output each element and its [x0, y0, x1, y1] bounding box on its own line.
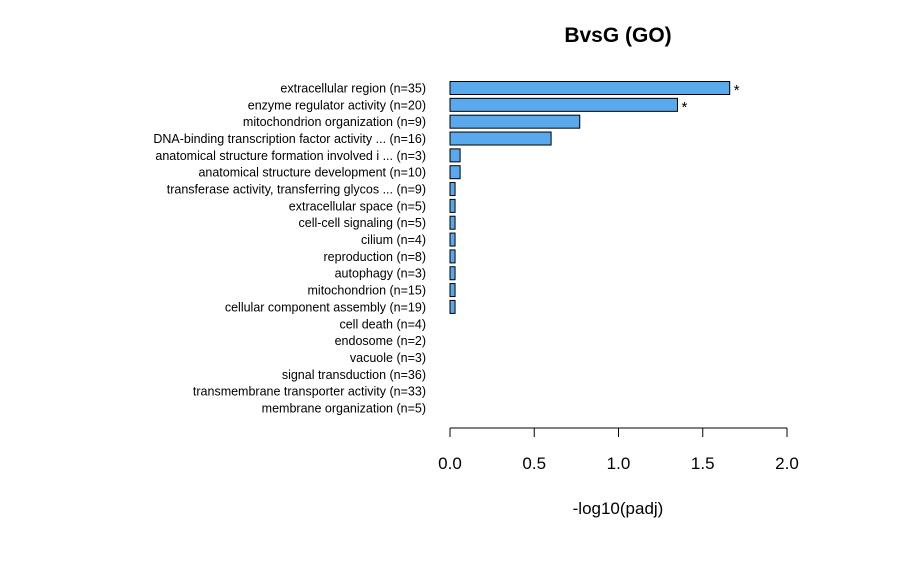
bar [449, 165, 461, 180]
bar [449, 182, 456, 197]
x-tick-label: 1.0 [607, 454, 631, 473]
category-label: anatomical structure formation involved … [155, 149, 426, 163]
category-label: DNA-binding transcription factor activit… [153, 132, 426, 146]
bar [449, 81, 731, 95]
bar [449, 97, 678, 112]
category-label: extracellular region (n=35) [280, 82, 426, 96]
category-label: anatomical structure development (n=10) [198, 166, 426, 180]
x-tick-label: 2.0 [775, 454, 799, 473]
category-label: mitochondrion (n=15) [308, 284, 426, 298]
category-label: cilium (n=4) [361, 233, 426, 247]
category-label: transmembrane transporter activity (n=33… [193, 385, 426, 399]
bar [449, 266, 456, 281]
category-label: cellular component assembly (n=19) [225, 300, 426, 314]
category-label: reproduction (n=8) [324, 250, 427, 264]
category-label: endosome (n=2) [335, 334, 426, 348]
category-label: transferase activity, transferring glyco… [167, 183, 426, 197]
category-label: autophagy (n=3) [335, 267, 426, 281]
bar [449, 215, 456, 230]
chart-title: BvsG (GO) [564, 24, 671, 47]
x-axis: 0.0 0.5 1.0 1.5 2.0 [438, 427, 799, 473]
bars-layer: ** [449, 81, 740, 314]
category-label: enzyme regulator activity (n=20) [248, 98, 426, 112]
x-axis-title: -log10(padj) [573, 499, 664, 518]
significance-marker: * [734, 82, 740, 99]
bar [449, 283, 456, 298]
bar [449, 148, 461, 163]
x-tick-label: 0.5 [522, 454, 546, 473]
significance-marker: * [681, 99, 687, 116]
bar [449, 114, 581, 129]
bar [449, 198, 456, 213]
bar [449, 249, 456, 264]
category-labels: extracellular region (n=35) enzyme regula… [153, 82, 426, 416]
bar [449, 131, 552, 146]
bar [449, 299, 456, 314]
category-label: membrane organization (n=5) [262, 401, 426, 415]
category-label: mitochondrion organization (n=9) [243, 115, 426, 129]
x-tick-label: 1.5 [691, 454, 715, 473]
category-label: extracellular space (n=5) [289, 199, 426, 213]
category-label: cell-cell signaling (n=5) [299, 216, 427, 230]
bar [449, 232, 456, 247]
category-label: signal transduction (n=36) [282, 368, 426, 382]
category-label: vacuole (n=3) [350, 351, 426, 365]
x-tick-label: 0.0 [438, 454, 462, 473]
category-label: cell death (n=4) [339, 317, 426, 331]
